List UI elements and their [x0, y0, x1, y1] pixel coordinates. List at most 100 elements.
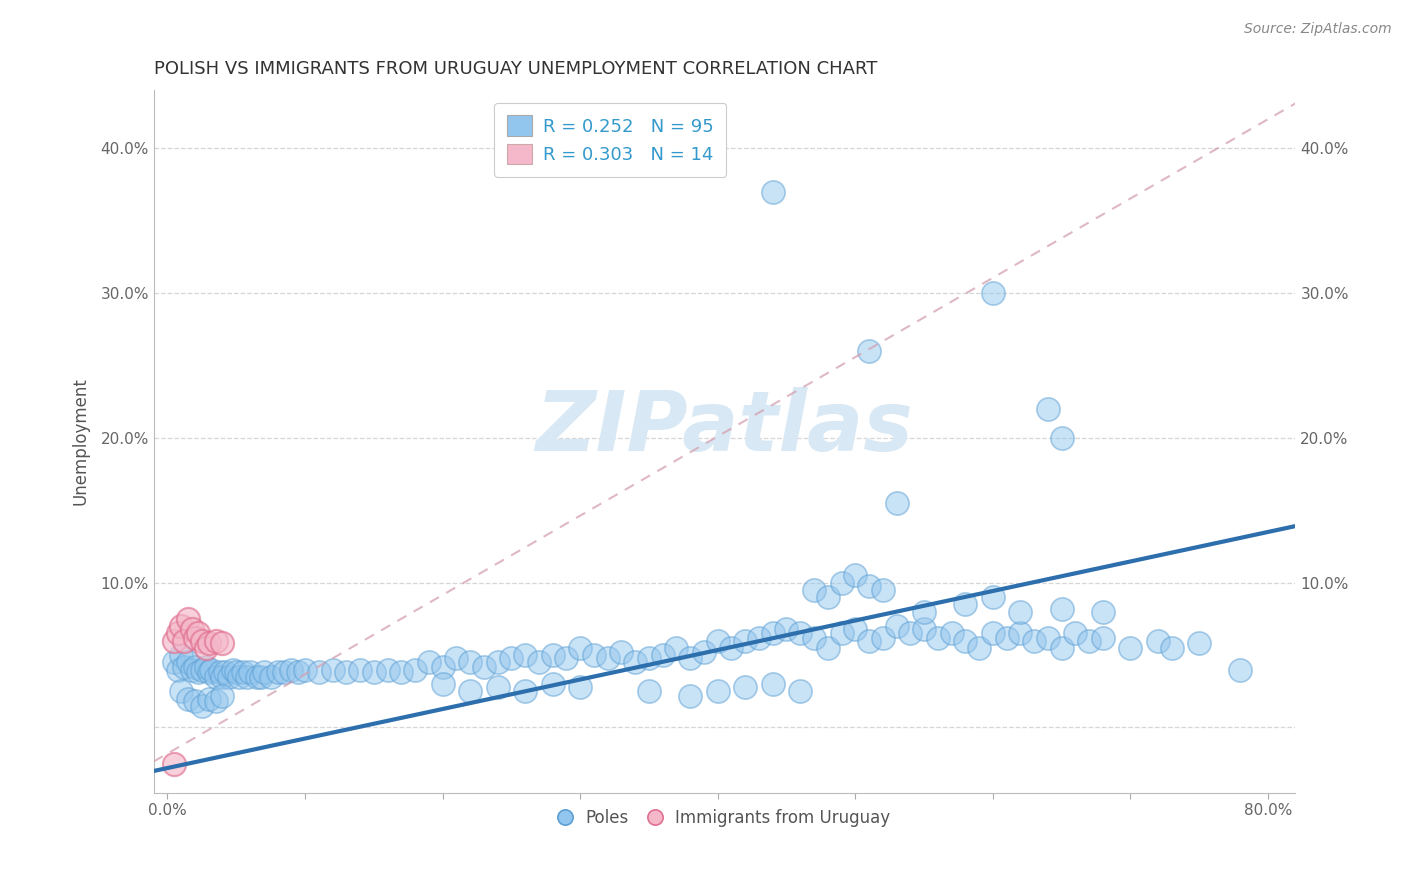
Point: [817, 640, 839, 655]
Point: [803, 582, 825, 597]
Point: [941, 626, 963, 640]
Point: [432, 677, 454, 691]
Point: [981, 626, 1004, 640]
Point: [775, 622, 797, 636]
Point: [789, 684, 811, 698]
Point: [184, 631, 207, 645]
Point: [569, 640, 592, 655]
Point: [610, 645, 633, 659]
Point: [458, 684, 481, 698]
Text: ZIPatlas: ZIPatlas: [536, 387, 914, 468]
Point: [706, 684, 728, 698]
Point: [762, 626, 785, 640]
Point: [246, 670, 269, 684]
Point: [679, 651, 702, 665]
Point: [679, 689, 702, 703]
Point: [967, 640, 990, 655]
Point: [432, 659, 454, 673]
Point: [225, 665, 247, 680]
Point: [222, 663, 245, 677]
Point: [204, 694, 226, 708]
Point: [858, 343, 880, 358]
Point: [200, 663, 222, 677]
Point: [1078, 633, 1101, 648]
Point: [486, 680, 509, 694]
Point: [541, 648, 564, 662]
Point: [596, 651, 619, 665]
Point: [844, 622, 866, 636]
Point: [170, 684, 193, 698]
Point: [501, 651, 523, 665]
Point: [187, 665, 209, 680]
Point: [250, 670, 273, 684]
Point: [706, 633, 728, 648]
Point: [1160, 640, 1182, 655]
Point: [253, 665, 276, 680]
Point: [981, 590, 1004, 604]
Point: [995, 631, 1018, 645]
Point: [197, 636, 219, 650]
Y-axis label: Unemployment: Unemployment: [72, 377, 89, 506]
Point: [912, 622, 935, 636]
Point: [335, 665, 357, 680]
Point: [858, 578, 880, 592]
Point: [163, 756, 186, 771]
Point: [527, 656, 550, 670]
Point: [981, 285, 1004, 300]
Point: [211, 689, 233, 703]
Point: [693, 645, 716, 659]
Point: [872, 582, 894, 597]
Point: [294, 663, 316, 677]
Point: [651, 648, 673, 662]
Point: [513, 648, 536, 662]
Point: [927, 631, 949, 645]
Point: [1188, 636, 1211, 650]
Point: [734, 680, 756, 694]
Point: [266, 665, 288, 680]
Point: [458, 656, 481, 670]
Point: [886, 496, 908, 510]
Point: [197, 691, 219, 706]
Point: [1147, 633, 1170, 648]
Point: [898, 626, 921, 640]
Text: Source: ZipAtlas.com: Source: ZipAtlas.com: [1244, 22, 1392, 37]
Point: [349, 663, 371, 677]
Point: [239, 665, 262, 680]
Point: [181, 663, 204, 677]
Point: [287, 665, 309, 680]
Point: [197, 665, 219, 680]
Point: [912, 605, 935, 619]
Point: [1050, 431, 1073, 445]
Point: [1119, 640, 1142, 655]
Point: [955, 633, 977, 648]
Point: [232, 665, 254, 680]
Point: [831, 626, 853, 640]
Point: [208, 665, 231, 680]
Point: [1091, 631, 1114, 645]
Point: [163, 633, 186, 648]
Point: [191, 633, 214, 648]
Point: [1036, 631, 1059, 645]
Text: POLISH VS IMMIGRANTS FROM URUGUAY UNEMPLOYMENT CORRELATION CHART: POLISH VS IMMIGRANTS FROM URUGUAY UNEMPL…: [153, 60, 877, 78]
Point: [1050, 640, 1073, 655]
Point: [308, 665, 330, 680]
Point: [1036, 401, 1059, 416]
Point: [163, 656, 186, 670]
Point: [858, 633, 880, 648]
Point: [191, 663, 214, 677]
Legend: Poles, Immigrants from Uruguay: Poles, Immigrants from Uruguay: [553, 802, 897, 833]
Point: [569, 680, 592, 694]
Point: [211, 670, 233, 684]
Point: [1229, 663, 1251, 677]
Point: [177, 612, 200, 626]
Point: [541, 677, 564, 691]
Point: [872, 631, 894, 645]
Point: [762, 185, 785, 199]
Point: [638, 684, 661, 698]
Point: [280, 663, 302, 677]
Point: [177, 691, 200, 706]
Point: [363, 665, 385, 680]
Point: [170, 648, 193, 662]
Point: [1064, 626, 1087, 640]
Point: [582, 648, 605, 662]
